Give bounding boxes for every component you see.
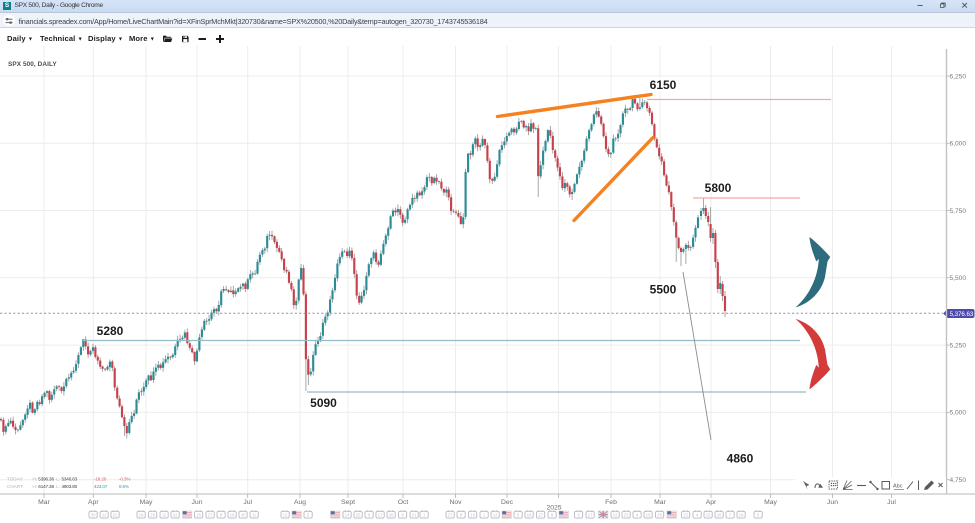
svg-text:5340.63: 5340.63 (62, 476, 78, 481)
svg-text:Mar: Mar (654, 499, 666, 506)
svg-text:7: 7 (729, 513, 732, 518)
svg-text:5: 5 (517, 513, 520, 518)
svg-text:Apr: Apr (706, 499, 717, 506)
svg-text:4: 4 (636, 513, 639, 518)
svg-text:5,376.63: 5,376.63 (950, 311, 974, 318)
svg-text:26: 26 (657, 513, 662, 518)
svg-text:1: 1 (423, 513, 426, 518)
svg-text:15: 15 (646, 513, 651, 518)
svg-text:22: 22 (113, 513, 118, 518)
svg-text:4: 4 (696, 513, 699, 518)
svg-text:6,250: 6,250 (950, 73, 967, 80)
svg-text:Mar: Mar (38, 499, 50, 506)
svg-text:8.5%: 8.5% (119, 484, 129, 489)
svg-text:Apr: Apr (88, 499, 99, 506)
svg-text:Feb: Feb (605, 499, 617, 506)
svg-text:Dec: Dec (501, 499, 514, 506)
svg-text:8: 8 (460, 513, 463, 518)
svg-text:5,000: 5,000 (950, 410, 967, 417)
svg-text:19: 19 (470, 513, 475, 518)
svg-text:5,750: 5,750 (950, 208, 967, 215)
svg-text:5: 5 (307, 513, 310, 518)
svg-text:15: 15 (706, 513, 711, 518)
svg-text:30: 30 (241, 513, 246, 518)
svg-text:5800: 5800 (705, 181, 732, 195)
svg-text:30: 30 (91, 513, 96, 518)
svg-text:4903.80: 4903.80 (62, 484, 78, 489)
svg-text:Sept: Sept (341, 499, 355, 506)
svg-text:Aug: Aug (294, 499, 306, 506)
svg-text:28: 28 (389, 513, 394, 518)
svg-text:18: 18 (739, 513, 744, 518)
svg-text:2025: 2025 (546, 505, 561, 512)
svg-text:27: 27 (208, 513, 213, 518)
svg-text:-0.3%: -0.3% (119, 476, 130, 481)
svg-text:9: 9 (551, 513, 554, 518)
svg-text:423.07: 423.07 (94, 484, 108, 489)
svg-text:Jul: Jul (243, 499, 252, 506)
svg-text:29: 29 (150, 513, 155, 518)
svg-text:17: 17 (378, 513, 383, 518)
svg-text:Oct: Oct (398, 499, 409, 506)
svg-text:5090: 5090 (310, 396, 337, 410)
svg-text:Jun: Jun (192, 499, 203, 506)
svg-text:H:: H: (33, 476, 38, 481)
svg-text:17: 17 (588, 513, 593, 518)
svg-text:L:: L: (56, 476, 60, 481)
svg-text:4,750: 4,750 (950, 477, 967, 484)
svg-text:8: 8 (220, 513, 223, 518)
svg-text:26: 26 (717, 513, 722, 518)
svg-text:6,000: 6,000 (950, 141, 967, 148)
svg-text:12: 12 (283, 513, 288, 518)
svg-text:5: 5 (577, 513, 580, 518)
svg-text:CHART:: CHART: (7, 484, 24, 489)
svg-text:L:: L: (56, 484, 60, 489)
svg-text:11: 11 (252, 513, 257, 518)
svg-text:19: 19 (230, 513, 235, 518)
svg-text:4860: 4860 (727, 452, 754, 466)
svg-text:12: 12 (613, 513, 618, 518)
svg-text:5280: 5280 (97, 324, 124, 338)
svg-text:5500: 5500 (650, 283, 677, 297)
svg-text:6150: 6150 (650, 78, 677, 92)
svg-text:TODAY:: TODAY: (7, 476, 23, 481)
svg-text:6147.38: 6147.38 (38, 484, 54, 489)
svg-text:-18.20: -18.20 (94, 476, 107, 481)
svg-text:5,250: 5,250 (950, 342, 967, 349)
svg-text:22: 22 (683, 513, 688, 518)
svg-text:27: 27 (538, 513, 543, 518)
svg-text:SPX 500, DAILY: SPX 500, DAILY (8, 61, 57, 68)
svg-text:11: 11 (162, 513, 167, 518)
svg-text:6: 6 (368, 513, 371, 518)
svg-text:5,500: 5,500 (950, 275, 967, 282)
svg-text:Nov: Nov (449, 499, 462, 506)
svg-text:5396.36: 5396.36 (38, 476, 54, 481)
svg-text:Abc: Abc (893, 484, 903, 490)
svg-text:16: 16 (527, 513, 532, 518)
svg-text:Jun: Jun (827, 499, 838, 506)
svg-text:9: 9 (401, 513, 404, 518)
svg-text:May: May (764, 499, 777, 506)
svg-text:1: 1 (483, 513, 486, 518)
svg-text:H:: H: (33, 484, 38, 489)
svg-text:15: 15 (196, 513, 201, 518)
svg-text:May: May (140, 499, 153, 506)
svg-text:21: 21 (412, 513, 417, 518)
svg-text:18: 18 (139, 513, 144, 518)
svg-text:27: 27 (448, 513, 453, 518)
svg-text:25: 25 (356, 513, 361, 518)
svg-text:12: 12 (493, 513, 498, 518)
svg-text:14: 14 (345, 513, 350, 518)
svg-text:5: 5 (757, 513, 760, 518)
svg-text:23: 23 (624, 513, 629, 518)
svg-text:Jul: Jul (887, 499, 896, 506)
svg-text:22: 22 (173, 513, 178, 518)
svg-text:11: 11 (102, 513, 107, 518)
